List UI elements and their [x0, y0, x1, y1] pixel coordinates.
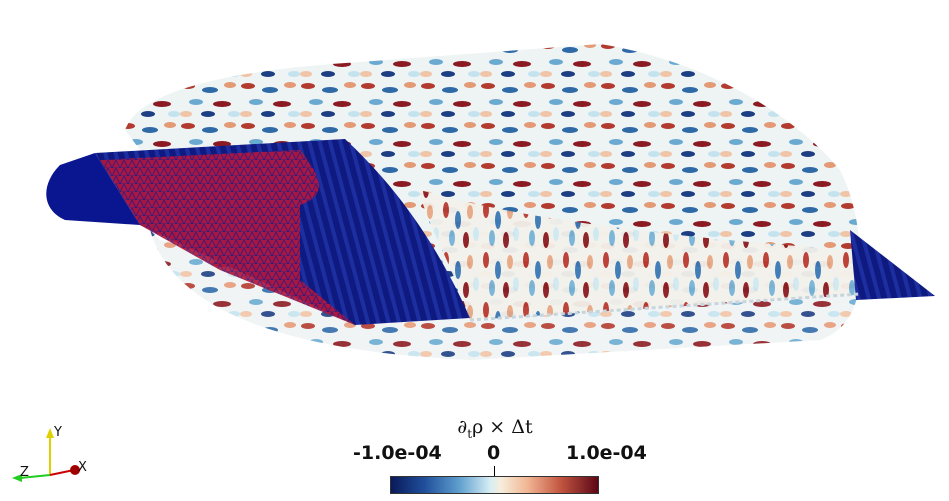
- colorbar-tick-max: 1.0e-04: [566, 442, 647, 464]
- y-axis-arrow: [46, 428, 54, 438]
- x-axis-line: [49, 469, 75, 476]
- colorbar-title-main: ∂: [457, 416, 468, 438]
- z-axis-line: [19, 474, 51, 479]
- z-axis-arrow: [12, 474, 22, 482]
- x-axis-label: X: [78, 460, 87, 475]
- y-axis-label: Y: [54, 425, 62, 440]
- colorbar-tick-mid: 0: [487, 442, 501, 464]
- colorbar-mid-marker: [494, 466, 495, 477]
- colorbar-title-sub: t: [467, 426, 473, 441]
- x-axis-tip: [70, 465, 80, 475]
- colorbar-title-rest: ρ × Δt: [472, 416, 533, 438]
- mesh-region: [100, 150, 355, 325]
- colorbar-tick-min: -1.0e-04: [353, 442, 442, 464]
- trailing-edge-seam: [469, 292, 861, 322]
- orientation-axes: [12, 428, 80, 482]
- flow-volume-lower: [150, 230, 859, 360]
- colorbar-title: ∂tρ × Δt: [390, 416, 600, 441]
- flow-volume-front: [420, 190, 859, 320]
- wing-tip-right: [850, 230, 935, 300]
- colorbar: [390, 476, 599, 494]
- wing-leading-edge: [46, 153, 140, 225]
- z-axis-label: Z: [20, 465, 29, 480]
